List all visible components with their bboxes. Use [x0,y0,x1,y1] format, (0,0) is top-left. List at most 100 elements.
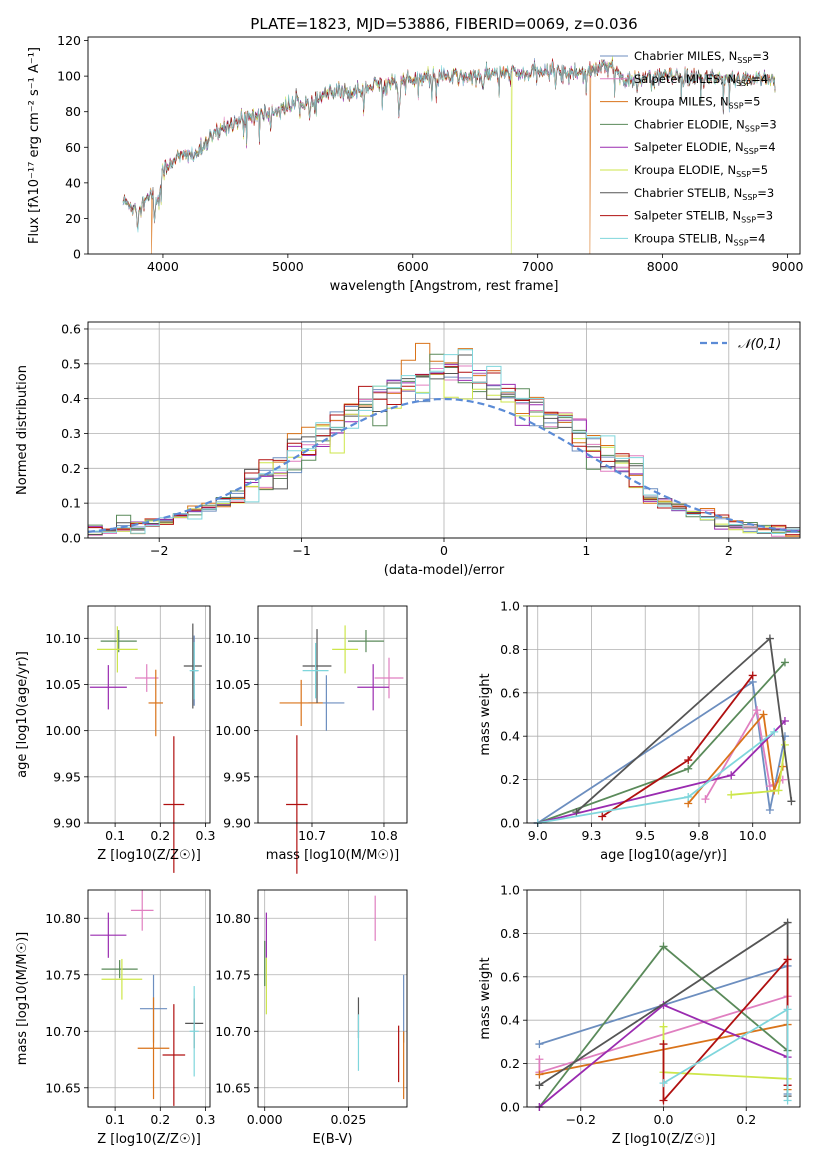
axes-frame [526,889,801,1108]
plot-area [90,890,204,1106]
y-tick-label: 10.80 [215,911,251,926]
weight-point-6 [572,808,581,817]
weight-point-0 [535,1040,544,1049]
y-tick-label: 0.4 [61,391,81,406]
x-tick-label: 9000 [772,259,804,274]
weight-point-0 [765,805,774,814]
axes-frame [87,321,801,539]
legend-entry: Chabrier STELIB, NSSP=3 [634,186,774,202]
x-tick-label: 0.3 [196,828,216,843]
weight-point-5 [774,786,783,795]
panel-mass-vs-Z: 0.1 0.2 0.3 10.65 10.70 10.75 10.80 Z [log10(Z/… [15,890,215,1147]
x-axis-label: age [log10(age/yr)] [600,848,727,863]
y-tick-label: 10.75 [45,967,81,982]
x-tick-label: 9.3 [582,828,602,843]
x-axis-label: Z [log10(Z/Z☉)] [97,848,201,863]
weight-point-7 [659,1096,668,1105]
y-tick-label: 10.10 [215,631,251,646]
y-tick-label: 10.70 [215,1024,251,1039]
y-tick-label: 10.05 [215,677,251,692]
weight-point-1 [535,1055,544,1064]
y-tick-label: 9.90 [223,816,251,831]
y-tick-label: 0.8 [500,926,520,941]
histogram-series-8 [88,349,800,534]
y-tick-label: 0.0 [61,531,81,546]
axes-frame [257,889,408,1108]
weight-point-1 [701,795,710,804]
weight-point-7 [659,1040,668,1049]
x-tick-label: −1 [292,543,310,558]
y-tick-label: 120 [57,33,81,48]
y-tick-label: 9.90 [53,816,81,831]
y-tick-label: 10.05 [45,677,81,692]
weight-point-5 [659,1022,668,1031]
x-tick-label: 6000 [397,259,429,274]
x-tick-label: 0.1 [105,828,125,843]
weight-point-7 [598,812,607,821]
weight-point-6 [765,634,774,643]
y-tick-label: 0.2 [61,461,81,476]
axes-frame [526,605,801,824]
y-tick-label: 20 [65,211,81,226]
y-axis-label: mass weight [478,957,493,1039]
x-tick-label: 10.7 [298,828,326,843]
weight-point-8 [783,1096,792,1105]
x-tick-label: 0.2 [150,828,170,843]
legend-entry: Chabrier MILES, NSSP=3 [634,49,769,65]
weight-point-3 [684,764,693,773]
y-tick-label: 1.0 [500,599,520,614]
y-tick-label: 0.0 [500,1100,520,1115]
x-tick-label: −2 [150,543,168,558]
x-tick-label: 8000 [647,259,679,274]
y-tick-label: 0.6 [500,969,520,984]
x-tick-label: 9.5 [635,828,655,843]
axes-frame [87,36,801,255]
y-tick-label: 9.95 [223,769,251,784]
y-tick-label: 0.0 [500,816,520,831]
x-tick-label: 0.0 [654,1112,674,1127]
legend-entry: Kroupa STELIB, NSSP=4 [634,231,765,247]
x-tick-label: 0.2 [150,1112,170,1127]
y-tick-label: 0.3 [61,426,81,441]
weight-point-6 [535,1081,544,1090]
legend-entry: Salpeter ELODIE, NSSP=4 [634,140,776,156]
weight-point-2 [535,1070,544,1079]
x-tick-label: 9.8 [689,828,709,843]
x-axis-label: Z [log10(Z/Z☉)] [612,1132,716,1147]
plot-area [279,625,404,874]
y-tick-label: 10.70 [45,1024,81,1039]
weight-point-8 [684,792,693,801]
x-tick-label: 9.0 [528,828,548,843]
weight-point-8 [770,727,779,736]
histogram-legend: 𝒩(0,1) [700,337,781,352]
x-tick-label: 5000 [272,259,304,274]
x-axis-label: Z [log10(Z/Z☉)] [97,1132,201,1147]
y-tick-label: 10.80 [45,911,81,926]
weight-point-5 [727,790,736,799]
y-tick-label: 0.4 [500,1013,520,1028]
spectrum-line-8 [122,60,776,233]
x-tick-label: 0.025 [331,1112,367,1127]
y-tick-label: 0.4 [500,729,520,744]
weight-point-8 [659,1079,668,1088]
panel-age-vs-mass: 10.7 10.8 9.90 9.95 10.00 10.05 10.10 mass [log… [215,606,407,874]
x-tick-label: 0.3 [196,1112,216,1127]
weight-point-8 [783,1005,792,1014]
plot-area [535,918,792,1111]
y-axis-label: mass weight [478,673,493,755]
plot-area [89,623,202,873]
weight-point-6 [783,918,792,927]
panel-mass-vs-EBV: 0.000 0.025 10.65 10.70 10.75 10.80 E(B-V) [215,890,407,1147]
x-axis-label: E(B-V) [312,1132,352,1147]
y-tick-label: 10.10 [45,631,81,646]
y-tick-label: 0.1 [61,496,81,511]
x-tick-label: 0 [440,543,448,558]
x-tick-label: 10.8 [370,828,398,843]
weight-point-7 [783,955,792,964]
y-axis-label: mass [log10(M/M☉)] [15,932,30,1065]
panel-age-vs-Z: 0.1 0.2 0.3 9.90 9.95 10.00 10.05 10.10 Z [log10… [15,606,215,873]
weight-point-7 [684,756,693,765]
weight-point-6 [787,797,796,806]
plot-area [87,342,801,537]
figure-title: PLATE=1823, MJD=53886, FIBERID=0069, z=0… [250,15,637,33]
